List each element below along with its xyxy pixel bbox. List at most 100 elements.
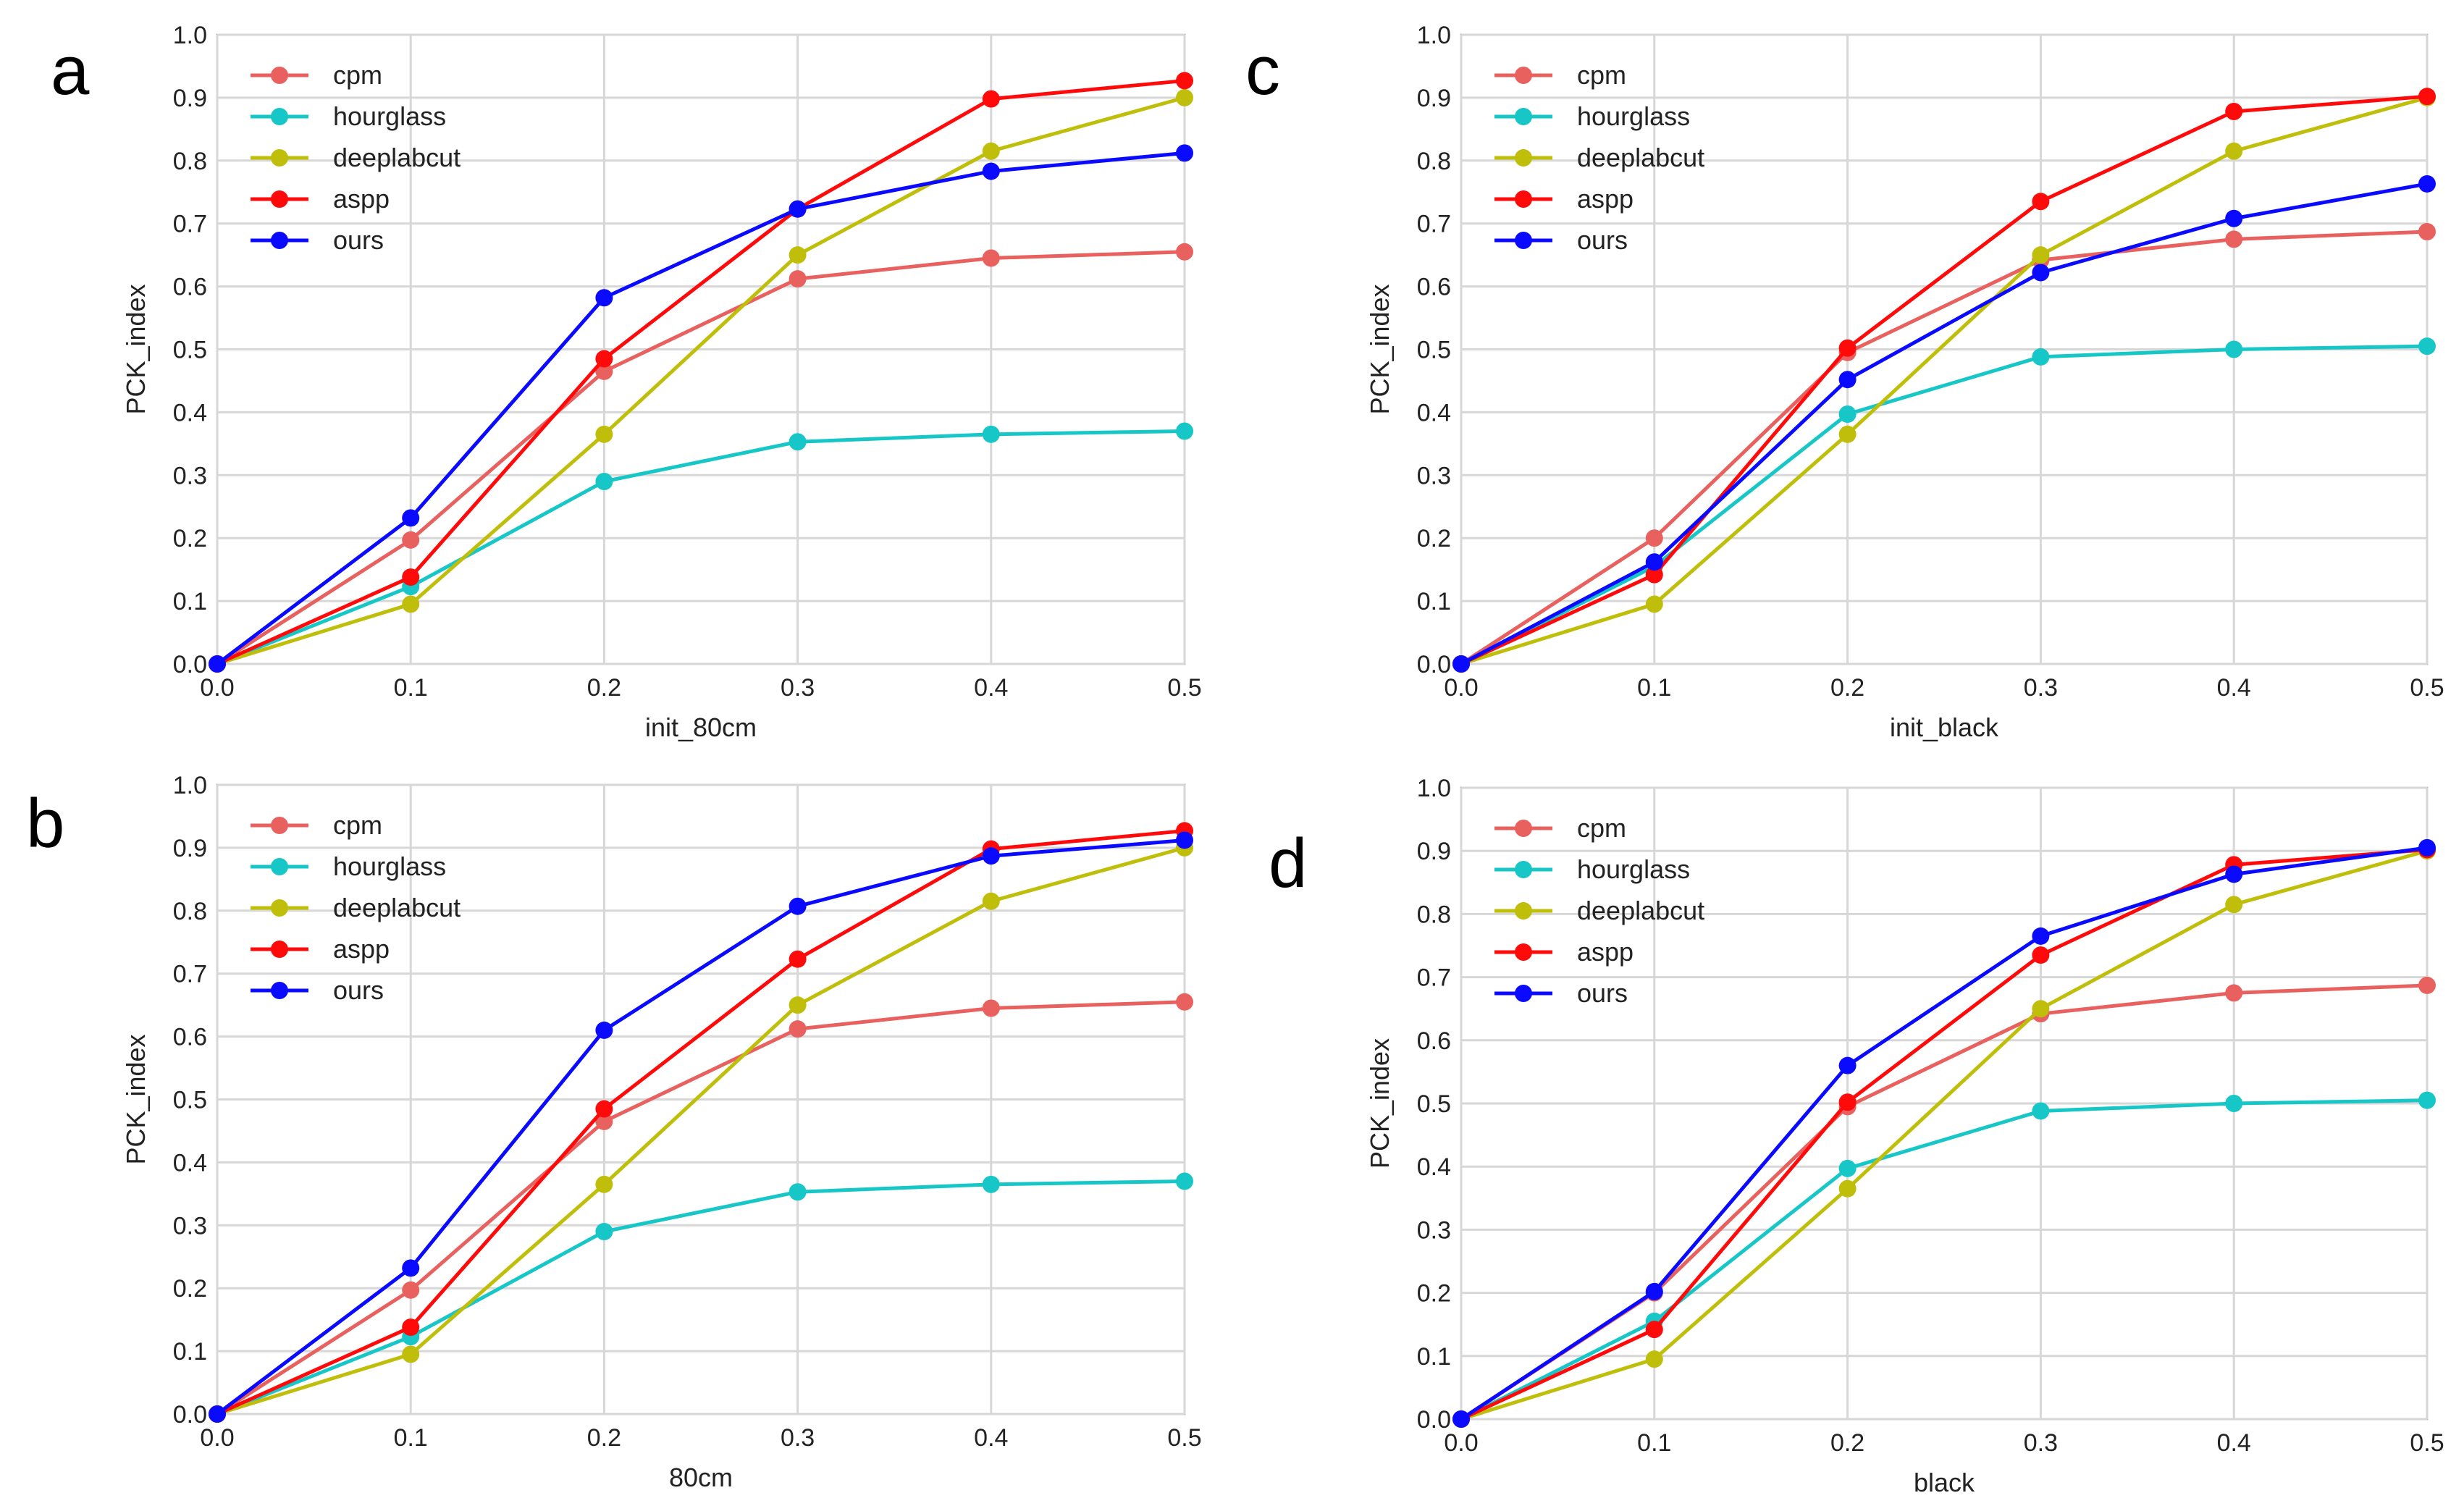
panel-letter: a (51, 32, 90, 109)
y-tick-label: 0.8 (173, 898, 207, 925)
x-tick-label: 0.4 (2217, 674, 2251, 702)
data-point (595, 289, 613, 307)
y-tick-label: 0.2 (173, 525, 207, 552)
legend: cpm hourglass deeplabcut aspp ours (1494, 813, 1704, 1008)
legend: cpm hourglass deeplabcut aspp ours (251, 810, 461, 1005)
series-line (215, 828, 1187, 1416)
legend-marker (271, 899, 288, 917)
legend-label: cpm (1577, 60, 1626, 90)
data-point (2032, 348, 2050, 366)
y-tick-label: 0.0 (1417, 1406, 1451, 1434)
x-tick-label: 0.2 (1830, 674, 1864, 702)
x-tick-label: 0.1 (394, 674, 428, 702)
legend-item-deeplabcut: deeplabcut (251, 143, 461, 172)
legend-marker (271, 232, 288, 249)
legend: cpm hourglass deeplabcut aspp ours (251, 60, 461, 255)
y-tick-label: 0.8 (1417, 901, 1451, 928)
x-tick-label: 0.4 (974, 1424, 1008, 1452)
y-tick-label: 0.2 (1417, 1280, 1451, 1308)
data-point (2032, 1102, 2050, 1120)
data-point (2418, 88, 2436, 106)
y-tick-label: 0.1 (1417, 588, 1451, 615)
data-point (1838, 1159, 1857, 1177)
data-point (2225, 340, 2243, 358)
data-point (402, 1281, 420, 1299)
data-point (1645, 565, 1663, 584)
series-line (215, 846, 1187, 1416)
series-line (215, 151, 1187, 666)
y-tick-label: 1.0 (173, 22, 207, 49)
legend-label: ours (333, 975, 384, 1005)
data-point (1176, 422, 1193, 440)
data-point (1838, 405, 1857, 424)
x-tick-label: 0.1 (1637, 674, 1671, 702)
y-axis-label: PCK_index (1365, 1038, 1395, 1169)
y-tick-label: 0.8 (173, 148, 207, 175)
legend-marker (1515, 67, 1532, 84)
series-line (215, 429, 1187, 666)
y-tick-label: 0.8 (1417, 148, 1451, 175)
data-point (595, 472, 613, 490)
chart-panel-d: d 0.0 0.1 0.2 0.3 0.4 0.5 0.0 0.1 0.2 0.3 0.4 0.5 0.6… (1269, 775, 2444, 1497)
legend-marker (1515, 108, 1532, 125)
data-point (982, 142, 1000, 160)
y-tick-label: 0.4 (1417, 1153, 1451, 1181)
data-point (2032, 193, 2050, 211)
y-tick-label: 0.0 (173, 1401, 207, 1429)
legend-item-ours: ours (1494, 978, 1628, 1008)
x-axis-label: 80cm (669, 1463, 733, 1492)
legend-item-deeplabcut: deeplabcut (1494, 143, 1704, 172)
legend-item-cpm: cpm (251, 810, 382, 840)
y-tick-label: 0.9 (173, 85, 207, 112)
legend-item-aspp: aspp (1494, 937, 1633, 967)
series-ours (209, 144, 1193, 673)
legend-label: ours (1577, 225, 1628, 255)
data-point (402, 509, 420, 527)
x-tick-label: 0.3 (2024, 674, 2058, 702)
data-point (789, 950, 807, 968)
x-tick-label: 0.3 (781, 1424, 815, 1452)
data-point (982, 90, 1000, 108)
y-tick-label: 0.4 (173, 399, 207, 426)
y-tick-label: 0.6 (173, 1024, 207, 1051)
data-point (2032, 946, 2050, 964)
legend-marker (271, 982, 288, 999)
data-point (595, 1175, 613, 1193)
data-point (2225, 984, 2243, 1002)
series-line (1459, 96, 2429, 666)
y-tick-label: 0.0 (1417, 651, 1451, 678)
x-tick-label: 0.4 (2217, 1429, 2251, 1457)
data-point (595, 1021, 613, 1039)
y-tick-label: 0.7 (1417, 964, 1451, 992)
series-hourglass (209, 1172, 1193, 1423)
data-point (789, 246, 807, 264)
data-point (1176, 831, 1193, 849)
data-point (1176, 88, 1193, 106)
data-point (595, 1222, 613, 1240)
series-line (215, 250, 1187, 666)
y-tick-label: 0.5 (1417, 1090, 1451, 1118)
x-axis-label: black (1914, 1468, 1975, 1497)
y-tick-label: 0.9 (1417, 85, 1451, 112)
legend-marker (1515, 190, 1532, 208)
x-axis-label: init_80cm (645, 712, 757, 742)
legend-label: aspp (333, 934, 390, 964)
x-tick-label: 0.3 (2024, 1429, 2058, 1457)
legend-marker (271, 67, 288, 84)
legend-label: hourglass (333, 851, 446, 881)
data-point (402, 1259, 420, 1277)
data-point (402, 568, 420, 586)
x-tick-label: 0.4 (974, 674, 1008, 702)
legend-item-ours: ours (1494, 225, 1628, 255)
x-tick-label: 0.5 (1167, 1424, 1201, 1452)
data-point (982, 847, 1000, 865)
data-point (1176, 1172, 1193, 1190)
data-point (1452, 1410, 1470, 1428)
y-axis-label: PCK_index (1365, 284, 1395, 414)
data-point (982, 892, 1000, 910)
data-point (402, 1318, 420, 1337)
panel-letter: c (1245, 32, 1280, 109)
data-point (209, 655, 226, 673)
legend-label: hourglass (333, 101, 446, 131)
data-point (2418, 174, 2436, 193)
